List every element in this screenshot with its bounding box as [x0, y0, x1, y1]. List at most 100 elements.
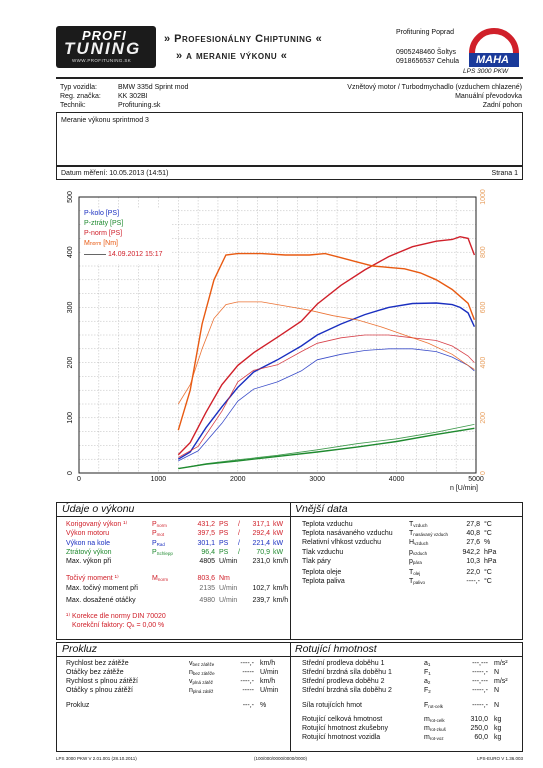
- power-row-label: Výkon motoru: [66, 530, 110, 538]
- rotating-row-value: 310,0: [470, 716, 488, 723]
- slip-row-value: ----,-: [240, 678, 254, 685]
- external-row-unit: hPa: [484, 558, 497, 565]
- technician-value: Profituning.sk: [118, 102, 161, 109]
- data-section-divider: [290, 502, 291, 640]
- external-row-label: Teplota oleje: [302, 569, 342, 576]
- slip-row-symbol-sym: v: [189, 660, 193, 667]
- slip-section-title: Prokluz: [62, 643, 98, 655]
- external-row-symbol: pvzduch: [409, 549, 427, 557]
- external-row-unit: °C: [484, 521, 492, 528]
- power-row-slash: /: [238, 521, 240, 528]
- max-rpm-label: Max. dosažené otáčky: [66, 597, 136, 604]
- power-row-unit2: kW: [273, 530, 284, 538]
- external-row-value: 22,0: [466, 569, 480, 576]
- dyno-model: LPS 3000 PKW: [463, 68, 509, 75]
- power-row-value1: 4805: [199, 558, 215, 566]
- power-row-unit2: kW: [273, 539, 284, 547]
- torque-at-rpm-unit: U/min: [219, 585, 238, 592]
- external-row-label: Teplota vzduchu: [302, 521, 353, 528]
- power-row-symbol-sub: norm: [156, 523, 167, 528]
- rotating-row-label: Rotující hmotnost vozidla: [302, 734, 381, 741]
- rotating-row-symbol-sub: rot-celk: [429, 718, 445, 723]
- legend-ref-date: 14.09.2012 15:17: [108, 251, 163, 258]
- slip-row-symbol-sym: n: [189, 687, 193, 694]
- external-row-unit: %: [484, 539, 491, 546]
- x-tick-label: 5000: [468, 476, 484, 483]
- max-rpm-unit: U/min: [219, 597, 238, 604]
- power-row-unit1: PS: [219, 530, 229, 538]
- power-row-unit1: PS: [219, 548, 229, 556]
- power-row-symbol-sym: P: [152, 521, 157, 528]
- rotating-row-symbol-sub: 1: [427, 662, 431, 667]
- external-row-value: 40,8: [466, 530, 480, 537]
- rotating-row-value: -----,-: [472, 687, 488, 694]
- external-row-unit: °C: [484, 578, 492, 585]
- rotating-row-symbol-sub: rot-zkuš: [429, 727, 446, 732]
- max-rpm-speed-unit: km/h: [273, 597, 289, 604]
- rotating-row-symbol-sym: m: [424, 734, 430, 741]
- power-row-value2: 221,4: [252, 539, 270, 547]
- series-line-0: [177, 235, 476, 456]
- slip-row-value: ----,-: [240, 660, 254, 667]
- external-row-value: 942,2: [462, 549, 480, 556]
- y-left-tick-label: 400: [67, 246, 74, 258]
- y-left-tick-label: 300: [67, 301, 74, 313]
- power-chart: 0 1000 2000 3000 4000 5000 0 100 200 300 400 500 0 20…: [56, 188, 523, 496]
- rotating-row-symbol-sym: F: [424, 669, 429, 676]
- slip-row-symbol-sym: v: [189, 678, 193, 685]
- external-row-value: ----,-: [466, 578, 480, 585]
- rotating-row-unit: N: [494, 669, 500, 676]
- external-row-symbol-sym: p: [409, 549, 413, 556]
- maha-logo: MAHA: [466, 27, 522, 69]
- rotating-row-symbol-sym: m: [424, 725, 430, 732]
- rotating-row-symbol-sub: 1: [428, 671, 431, 676]
- maha-logo-graphic: [469, 28, 519, 67]
- torque-symbol-sym: M: [152, 575, 158, 582]
- x-tick-label: 4000: [389, 476, 405, 483]
- rotating-row-symbol: mrot-celk: [424, 716, 445, 724]
- power-row-symbol-sub: Schlepp: [156, 550, 173, 556]
- power-row-unit1: PS: [219, 539, 229, 547]
- power-row-symbol: Pmot: [152, 530, 164, 538]
- slip-row-value: -----: [242, 669, 254, 676]
- footer-center: (100/000/0000/0000/0000): [254, 756, 308, 761]
- slip-row-symbol-sub: bez zátěže: [192, 671, 215, 676]
- din-footnote: ¹⁾ Korekce dle normy DIN 70020: [66, 613, 166, 620]
- chart-legend: P-kolo [PS] P-ztráty [PS] P-norm [PS] Mn…: [82, 208, 172, 264]
- logo-line1: PROFI: [82, 28, 127, 43]
- power-row-label: Ztrátový výkon: [66, 548, 112, 556]
- y-left-tick-label: 500: [67, 191, 74, 203]
- x-axis-label: n [U/min]: [450, 485, 478, 492]
- rotating-row-unit: kg: [494, 734, 502, 741]
- power-row-slash: /: [238, 539, 240, 547]
- external-row-symbol-sym: T: [409, 530, 414, 537]
- rotating-row-value: 60,0: [474, 734, 488, 741]
- external-row-symbol: Tnasávaný vzduch: [409, 530, 448, 538]
- rotating-row-symbol: a1: [424, 660, 430, 668]
- y-left-tick-label: 200: [67, 357, 74, 369]
- external-row-value: 27,8: [466, 521, 480, 528]
- slip-row-symbol: nplná zátěž: [189, 687, 213, 695]
- power-row-symbol-sym: P: [152, 548, 157, 556]
- technician-label: Technik:: [60, 102, 86, 109]
- series-line-2: [178, 427, 475, 470]
- cf-sub: a: [131, 623, 135, 628]
- power-row-value2: 231,0: [252, 558, 270, 566]
- note-box: Meranie výkonu sprintmod 3: [56, 112, 523, 166]
- slip-row-symbol-sub: bez zátěže: [192, 662, 215, 667]
- power-row-value1: 397,5: [197, 530, 215, 538]
- series-line-4: [178, 348, 475, 462]
- x-tick-label: 2000: [230, 476, 246, 483]
- external-row-label: Tlak vzduchu: [302, 549, 344, 556]
- external-row-symbol-sub: pára: [412, 560, 422, 565]
- external-row-value: 27,6: [466, 539, 480, 546]
- slip-row-value: -----: [242, 687, 254, 694]
- external-row-label: Relativní vlhkost vzduchu: [302, 539, 381, 546]
- note-text: Meranie výkonu sprintmod 3: [61, 117, 149, 124]
- power-row-symbol-sym: P: [152, 539, 157, 547]
- rotating-row-symbol-sym: m: [424, 716, 430, 723]
- footer-right: LPS-EURO V 1.36.003: [476, 756, 523, 761]
- series-line-3: [177, 252, 476, 431]
- power-row-value1: 431,2: [197, 521, 215, 528]
- slip-row-unit: U/min: [260, 669, 279, 676]
